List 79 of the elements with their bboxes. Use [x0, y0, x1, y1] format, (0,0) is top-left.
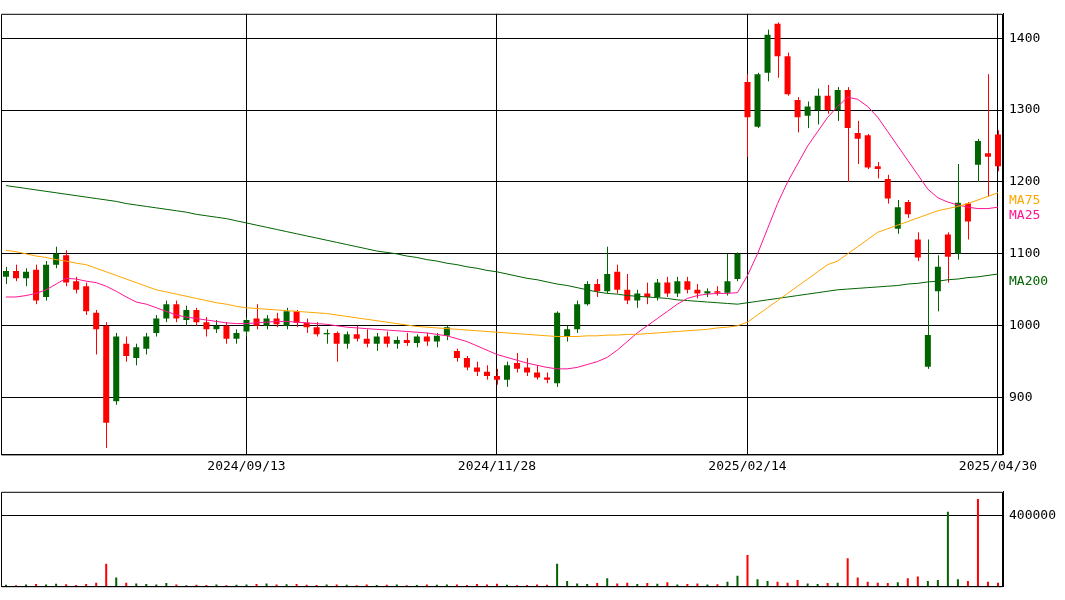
bar [646, 583, 649, 587]
bar [856, 577, 859, 587]
bar [255, 584, 258, 587]
candlestick [223, 321, 230, 345]
bar [756, 579, 759, 587]
candlestick [674, 276, 681, 298]
bar [906, 578, 909, 587]
candlestick [824, 84, 831, 115]
bar [916, 576, 919, 587]
bar [886, 583, 889, 587]
candlestick [153, 314, 160, 338]
bar [636, 584, 639, 587]
bar [846, 558, 849, 587]
bar [566, 580, 569, 587]
bar [826, 583, 829, 587]
bar [105, 563, 108, 587]
candlestick [794, 96, 801, 133]
candlestick [664, 276, 671, 298]
x-tick-label: 2025/04/30 [958, 457, 1038, 473]
bar [115, 577, 118, 587]
candlestick [614, 264, 621, 294]
series-label: MA75 [1009, 192, 1041, 208]
bar [475, 584, 478, 587]
y-tick-label: 1000 [1009, 317, 1041, 333]
series-label: MA25 [1009, 207, 1041, 223]
bar [736, 575, 739, 587]
bar [956, 579, 959, 587]
bar [816, 584, 819, 587]
bar [896, 582, 899, 587]
candlestick [814, 88, 821, 125]
y-tick-label: 1300 [1009, 101, 1041, 117]
bar [976, 499, 979, 587]
y-tick-label: 1400 [1009, 29, 1041, 45]
x-tick-label: 2025/02/14 [708, 457, 787, 473]
candlestick [123, 336, 130, 363]
y-tick-label: 1100 [1009, 245, 1041, 261]
candlestick [504, 361, 511, 388]
bar [936, 580, 939, 587]
candlestick [624, 273, 631, 305]
y-tick-label: 400000 [1009, 507, 1056, 523]
bar [746, 555, 749, 587]
bar [966, 580, 969, 587]
bar [85, 584, 88, 587]
candlestick [514, 352, 521, 373]
y-tick-label: 900 [1009, 388, 1033, 404]
candlestick [894, 199, 901, 235]
bar [946, 511, 949, 587]
candlestick [724, 253, 731, 297]
bar [606, 578, 609, 587]
bar [766, 580, 769, 587]
candlestick [884, 174, 891, 205]
bar [796, 580, 799, 587]
bar [686, 584, 689, 587]
series-label: MA200 [1009, 273, 1049, 289]
bar [556, 563, 559, 587]
candlestick [604, 246, 611, 294]
bar [586, 584, 589, 587]
x-tick-label: 2024/11/28 [457, 457, 537, 473]
candlestick [984, 73, 991, 197]
y-tick-label: 1200 [1009, 173, 1041, 189]
x-tick-label: 2024/09/13 [207, 457, 286, 473]
candlestick [964, 201, 971, 240]
candlestick [944, 231, 951, 284]
candlestick [974, 138, 981, 183]
candlestick [854, 120, 861, 165]
bar [596, 583, 599, 587]
bar [35, 584, 38, 587]
candlestick [143, 332, 150, 355]
candlestick [914, 231, 921, 262]
bar [666, 582, 669, 587]
candlestick [333, 330, 340, 363]
candlestick [203, 316, 210, 338]
bar [145, 584, 148, 587]
candlestick [133, 343, 140, 366]
bar [165, 583, 168, 587]
candlestick [654, 278, 661, 302]
candlestick [93, 309, 100, 355]
bar [926, 580, 929, 587]
candlestick [804, 100, 811, 129]
